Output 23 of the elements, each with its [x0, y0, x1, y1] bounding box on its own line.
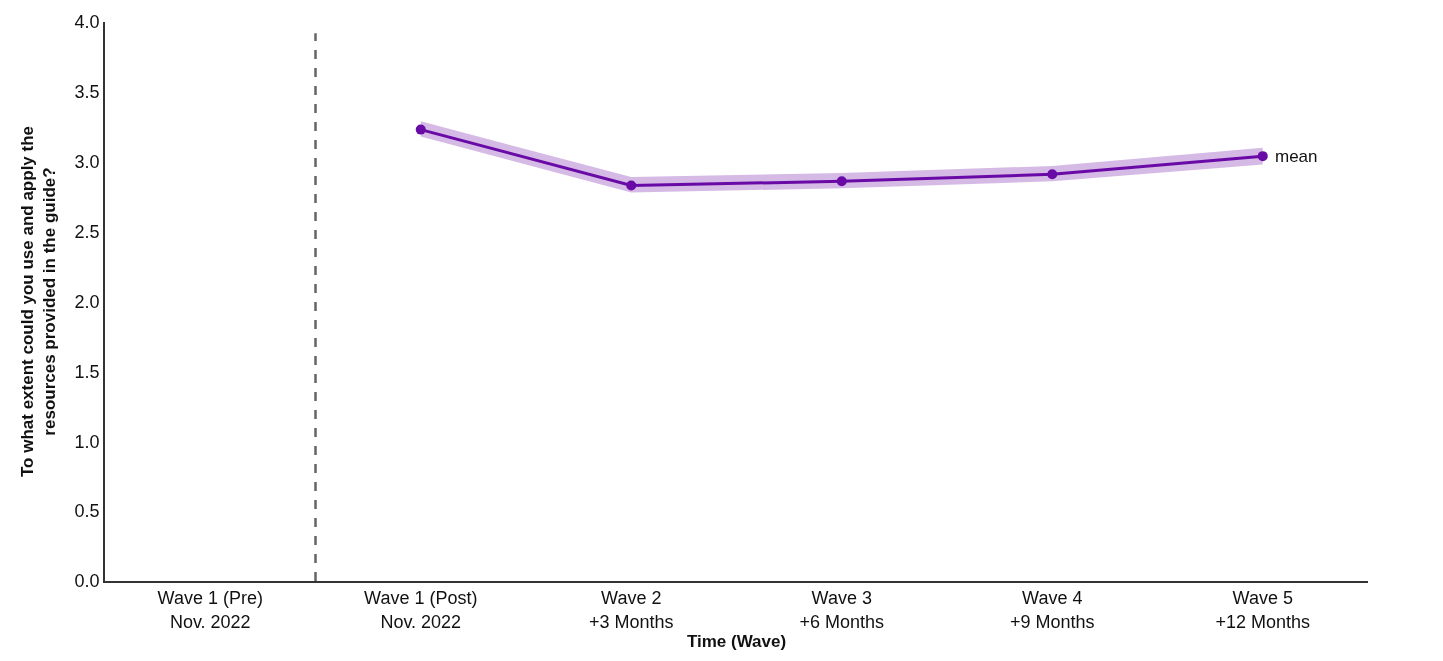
x-tick-label: Wave 2 +3 Months — [588, 588, 674, 632]
point — [836, 176, 847, 187]
y-tick-label: 0.5 — [74, 501, 100, 522]
point — [626, 180, 637, 191]
y-tick-label: 2.5 — [74, 221, 100, 242]
point — [1257, 151, 1268, 162]
y-tick-label: 1.5 — [74, 361, 100, 382]
x-tick-label: Wave 1 (Pre) Nov. 2022 — [157, 588, 263, 632]
x-tick-label: Wave 3 +6 Months — [799, 588, 885, 632]
y-tick-label: 4.0 — [74, 12, 100, 33]
point — [1047, 169, 1058, 180]
y-axis-title: To what extent could you use and apply the resources provided in the guide? — [17, 125, 59, 478]
x-tick-label: Wave 5 +12 Months — [1215, 588, 1311, 632]
y-tick-label: 3.0 — [74, 152, 100, 173]
x-tick-label: Wave 4 +9 Months — [1009, 588, 1095, 632]
y-tick-label: 1.0 — [74, 431, 100, 452]
series-label: mean — [1275, 147, 1318, 166]
x-axis-title: Time (Wave) — [686, 631, 787, 651]
x-tick-label: Wave 1 (Post) Nov. 2022 — [364, 588, 478, 632]
y-tick-label: 0.0 — [74, 571, 100, 592]
y-tick-label: 3.5 — [74, 82, 100, 103]
y-tick-label: 2.0 — [74, 291, 100, 312]
point — [415, 124, 426, 135]
